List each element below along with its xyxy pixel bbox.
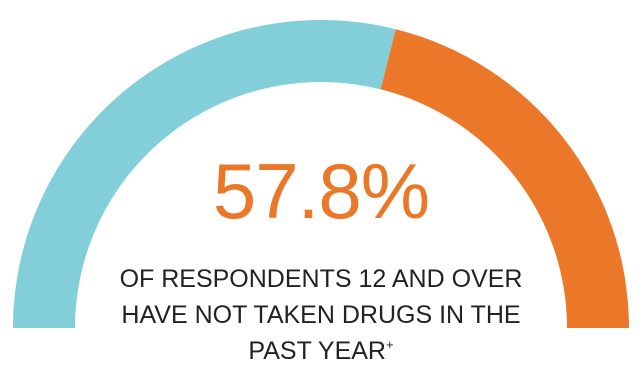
caption-line-3-text: PAST YEAR <box>248 337 386 365</box>
percentage-value: 57.8% <box>212 147 430 235</box>
footnote-marker: + <box>385 337 394 352</box>
gauge-segment-2 <box>380 29 629 328</box>
gauge-segment-1 <box>13 20 396 329</box>
caption-line-3: PAST YEAR+ <box>0 333 642 369</box>
caption-line-2: HAVE NOT TAKEN DRUGS IN THE <box>121 301 521 329</box>
caption: OF RESPONDENTS 12 AND OVER HAVE NOT TAKE… <box>0 261 642 369</box>
caption-line-1: OF RESPONDENTS 12 AND OVER <box>119 265 523 293</box>
